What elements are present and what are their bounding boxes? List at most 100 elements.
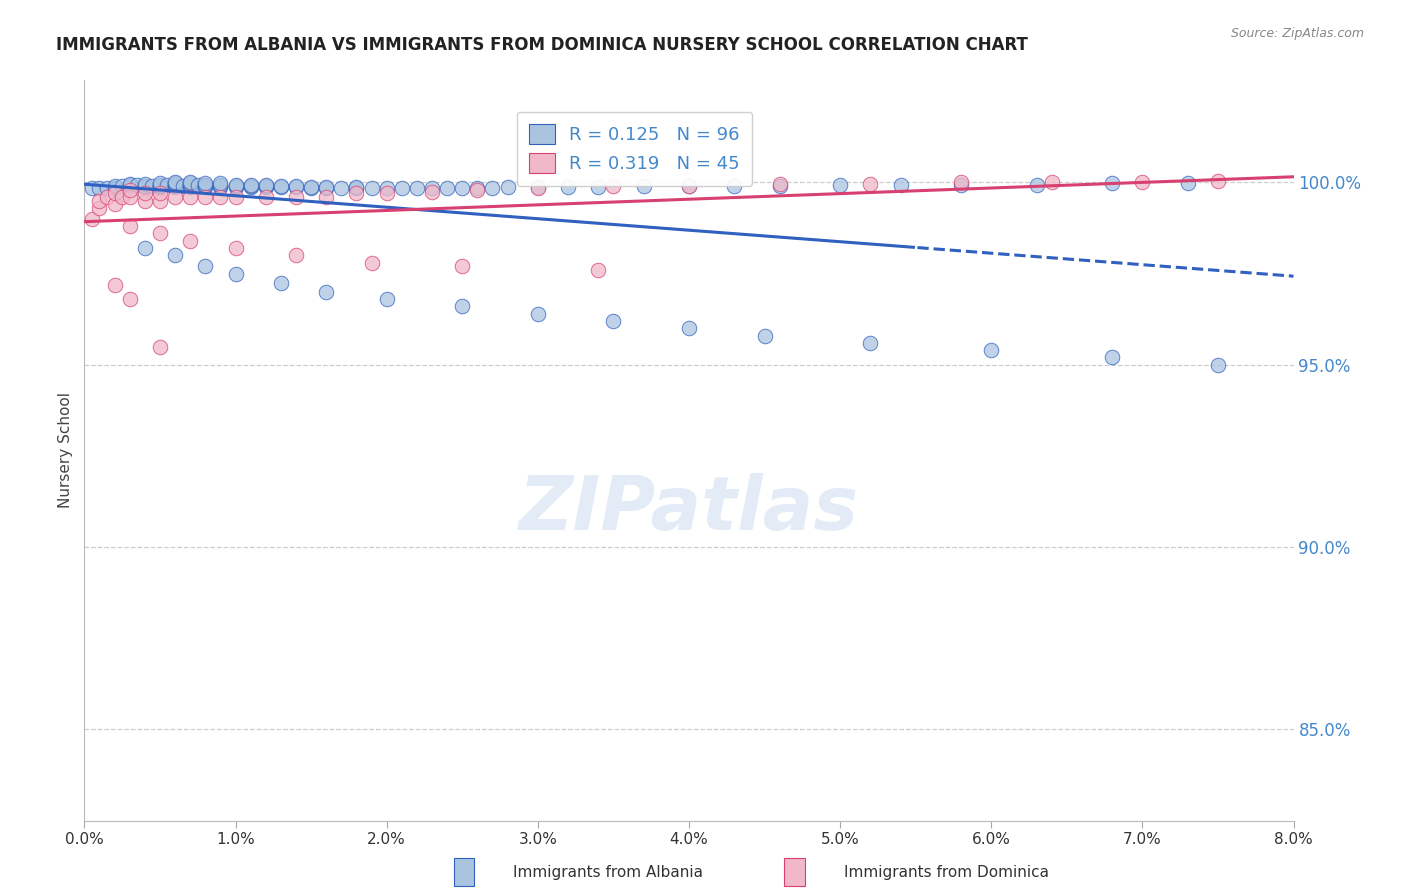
Point xyxy=(270,178,292,193)
Point xyxy=(420,185,443,199)
Point xyxy=(527,181,550,195)
Point xyxy=(118,292,141,306)
Point xyxy=(678,321,700,335)
Point xyxy=(118,219,141,234)
Point xyxy=(1132,175,1154,189)
Point xyxy=(950,178,973,192)
Point xyxy=(980,343,1002,358)
Point xyxy=(723,178,745,193)
Point xyxy=(451,260,474,274)
Point xyxy=(360,181,382,195)
Point xyxy=(165,177,187,191)
Point xyxy=(96,181,118,195)
Point xyxy=(270,276,292,290)
Point xyxy=(678,178,700,193)
Point xyxy=(1040,175,1063,189)
Point xyxy=(172,178,194,193)
Point xyxy=(118,190,141,204)
Point xyxy=(830,178,852,192)
Point xyxy=(420,181,443,195)
Point xyxy=(111,190,134,204)
Point xyxy=(179,177,201,191)
Legend: R = 0.125   N = 96, R = 0.319   N = 45: R = 0.125 N = 96, R = 0.319 N = 45 xyxy=(517,112,752,186)
Point xyxy=(149,186,172,201)
Point xyxy=(315,285,337,299)
Point xyxy=(111,179,134,194)
Point xyxy=(165,178,187,193)
Point xyxy=(194,178,217,193)
Point xyxy=(754,328,776,343)
Point xyxy=(346,179,368,194)
Point xyxy=(239,179,262,194)
Point xyxy=(194,260,217,274)
Point xyxy=(225,178,247,193)
Point xyxy=(1206,173,1229,187)
Point xyxy=(194,178,217,192)
Point xyxy=(330,181,353,195)
Y-axis label: Nursery School: Nursery School xyxy=(58,392,73,508)
Point xyxy=(285,190,308,204)
Point xyxy=(104,197,127,211)
Point xyxy=(481,181,503,195)
Point xyxy=(375,292,398,306)
Text: Immigrants from Albania: Immigrants from Albania xyxy=(513,865,703,880)
Point xyxy=(89,201,111,215)
Point xyxy=(225,241,247,255)
Point xyxy=(141,178,163,193)
Point xyxy=(588,179,610,194)
Point xyxy=(315,181,337,195)
Point xyxy=(194,190,217,204)
Point xyxy=(96,190,118,204)
Point xyxy=(375,186,398,201)
Point xyxy=(209,177,232,191)
Point xyxy=(769,178,792,192)
Point xyxy=(134,178,156,193)
Point xyxy=(391,181,413,195)
Point xyxy=(134,241,156,255)
Point xyxy=(134,178,156,192)
Point xyxy=(254,190,277,204)
Point xyxy=(104,277,127,292)
Point xyxy=(346,181,368,195)
Point xyxy=(179,178,201,192)
Point xyxy=(467,181,489,195)
Point xyxy=(225,179,247,194)
Point xyxy=(118,178,141,192)
Point xyxy=(118,177,141,191)
Point xyxy=(239,178,262,193)
Point xyxy=(1025,178,1047,192)
Point xyxy=(496,179,519,194)
Text: ZIPatlas: ZIPatlas xyxy=(519,473,859,546)
Point xyxy=(527,179,550,194)
Point xyxy=(1206,358,1229,372)
Point xyxy=(769,178,792,193)
Point xyxy=(859,178,882,192)
Point xyxy=(285,248,308,262)
Point xyxy=(149,194,172,208)
Point xyxy=(149,179,172,194)
Point xyxy=(104,179,127,194)
Point xyxy=(209,178,232,193)
Point xyxy=(179,175,201,189)
Point xyxy=(209,178,232,192)
Point xyxy=(118,183,141,197)
Point xyxy=(239,178,262,192)
Point xyxy=(165,175,187,189)
Point xyxy=(602,179,624,194)
Point xyxy=(149,177,172,191)
Point xyxy=(602,314,624,328)
Point xyxy=(89,194,111,208)
Point xyxy=(360,255,382,269)
Point xyxy=(165,190,187,204)
Point xyxy=(80,211,103,226)
Point xyxy=(187,178,209,192)
Point xyxy=(134,186,156,201)
Point xyxy=(179,179,201,194)
Point xyxy=(254,178,277,193)
Point xyxy=(254,178,277,192)
Point xyxy=(134,179,156,194)
Point xyxy=(1101,177,1123,191)
Point xyxy=(285,179,308,194)
Point xyxy=(527,307,550,321)
Text: Source: ZipAtlas.com: Source: ZipAtlas.com xyxy=(1230,27,1364,40)
